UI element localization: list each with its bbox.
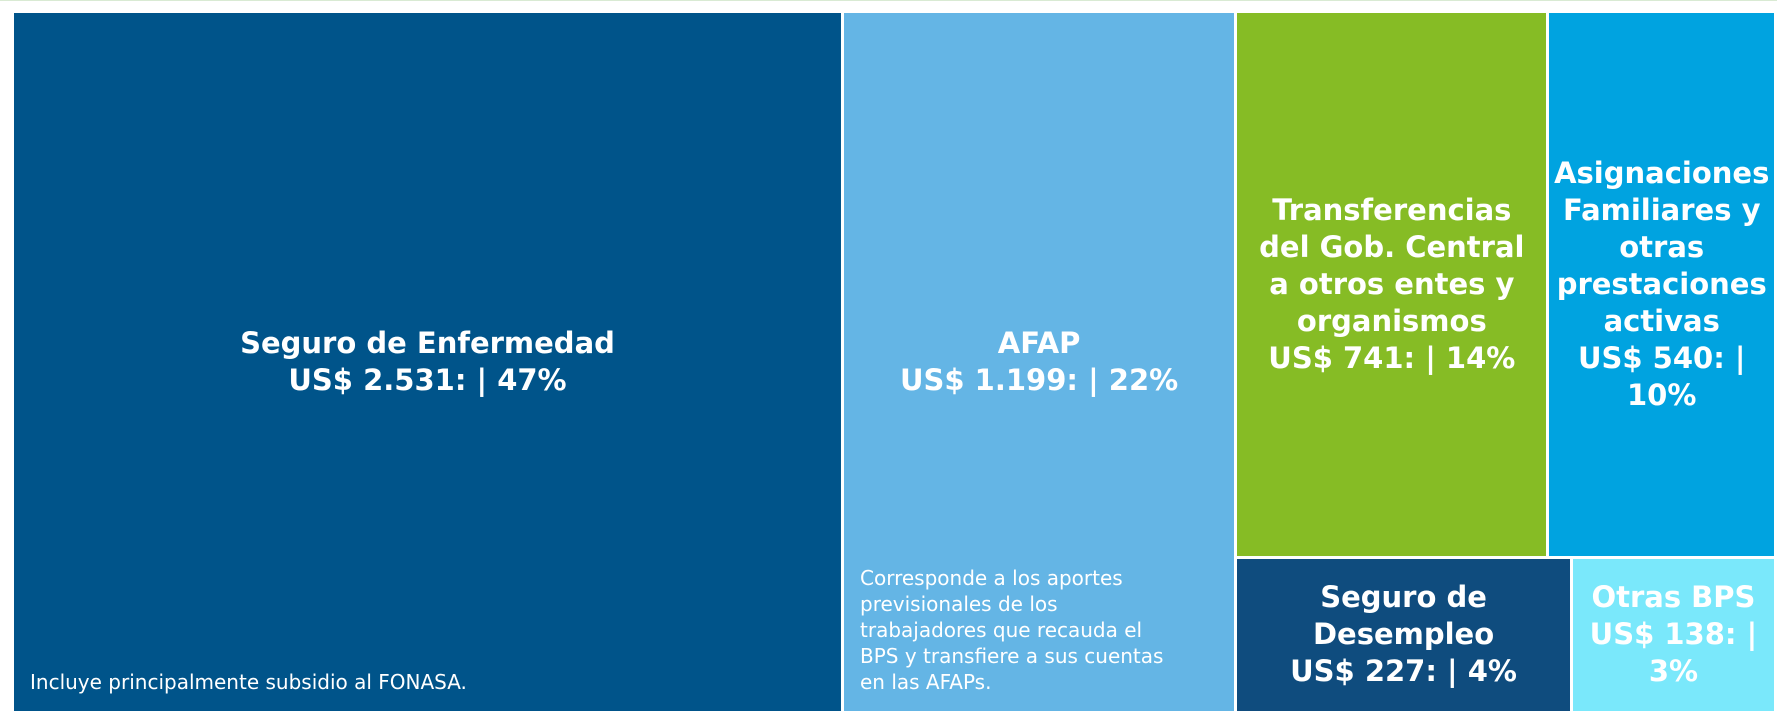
tile-label: Otras BPS — [1591, 580, 1756, 615]
tile: Transferencias del Gob. Central a otros … — [1237, 13, 1547, 556]
tile-label: Seguro de Enfermedad — [240, 326, 615, 360]
tile: AFAP US$ 1.199: | 22% Corresponde a los ap… — [844, 13, 1235, 711]
tile-label: Seguro de Desempleo — [1312, 580, 1495, 652]
tile: Asignaciones Familiares y otras prestaci… — [1549, 13, 1774, 556]
tile-label: Asignaciones Familiares y otras prestaci… — [1554, 155, 1770, 338]
value-label: US$ 138: | 3% — [1589, 617, 1758, 689]
tile-note: Corresponde a los aportes previsionales … — [860, 566, 1164, 694]
value-label: US$ 2.531: | 47% — [288, 363, 567, 397]
tile: Seguro de Desempleo US$ 227: | 4% — [1237, 558, 1570, 711]
value-label: US$ 227: | 4% — [1290, 654, 1517, 689]
value-label: US$ 540: | 10% — [1577, 340, 1746, 412]
value-label: US$ 741: | 14% — [1268, 340, 1516, 375]
tile-note: Incluye principalmente subsidio al FONAS… — [30, 670, 467, 694]
value-label: US$ 1.199: | 22% — [899, 363, 1179, 397]
tile-label: Transferencias del Gob. Central a otros … — [1259, 192, 1525, 338]
tile: Otras BPS US$ 138: | 3% — [1572, 558, 1774, 711]
tile-label: AFAP — [997, 326, 1081, 360]
tile: Seguro de Enfermedad US$ 2.531: | 47% Incl… — [14, 13, 841, 711]
